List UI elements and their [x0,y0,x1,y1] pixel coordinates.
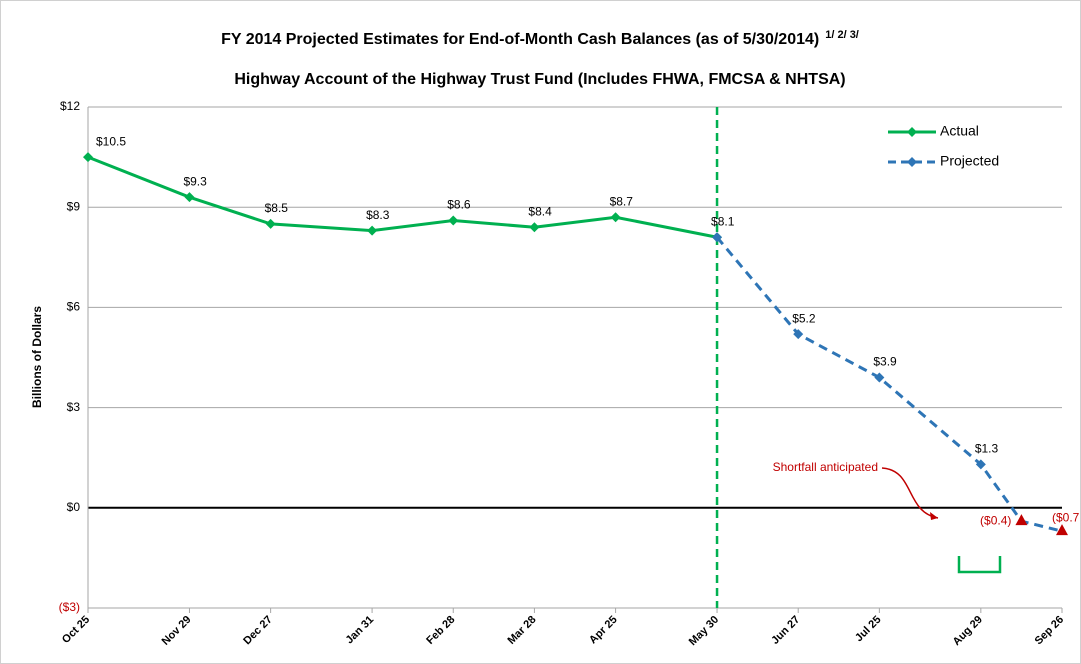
data-label: $8.4 [528,204,552,218]
marker [184,192,195,203]
marker [367,225,378,236]
y-tick-label: $0 [67,500,81,514]
marker [610,212,621,223]
data-label: $8.6 [447,198,471,212]
marker [1056,524,1068,536]
marker [1015,514,1028,526]
legend-marker [907,127,917,137]
annotation-arrow [881,467,939,519]
title-note: 1/ 2/ 3/ [825,29,859,41]
data-label: $8.5 [265,201,289,215]
marker [265,218,276,229]
data-label: ($0.7 [1052,510,1080,524]
chart-subtitle: Highway Account of the Highway Trust Fun… [234,71,845,88]
data-label: $9.3 [183,174,207,188]
data-label: $5.2 [792,311,816,325]
title-text: FY 2014 Projected Estimates for End-of-M… [221,31,819,48]
data-label: $10.5 [96,134,126,148]
series-line [715,236,1063,533]
data-label: ($0.4) [980,513,1011,527]
legend-label: Actual [940,123,979,139]
y-tick-label: $6 [67,300,81,314]
y-tick-label: $3 [67,400,81,414]
annotation: Shortfall anticipated [773,460,878,474]
legend-label: Projected [940,153,999,169]
y-tick-label: ($3) [59,600,80,614]
marker [793,329,804,340]
data-label: $8.1 [711,214,735,228]
y-tick-label: $9 [67,199,81,213]
arrow-head [930,512,938,520]
marker [448,215,459,226]
marker [712,232,723,243]
y-axis-label: Billions of Dollars [30,306,44,408]
y-tick-label: $12 [60,99,80,113]
data-label: $1.3 [975,442,999,456]
bracket [957,556,1002,574]
data-label: $8.7 [610,194,634,208]
data-label: $8.3 [366,208,390,222]
data-label: $3.9 [873,355,897,369]
marker [529,222,540,233]
marker [874,372,885,383]
marker [83,152,93,163]
chart-title: FY 2014 Projected Estimates for End-of-M… [221,29,859,48]
marker [975,459,986,470]
legend-marker [907,157,917,167]
series-line [87,155,718,239]
